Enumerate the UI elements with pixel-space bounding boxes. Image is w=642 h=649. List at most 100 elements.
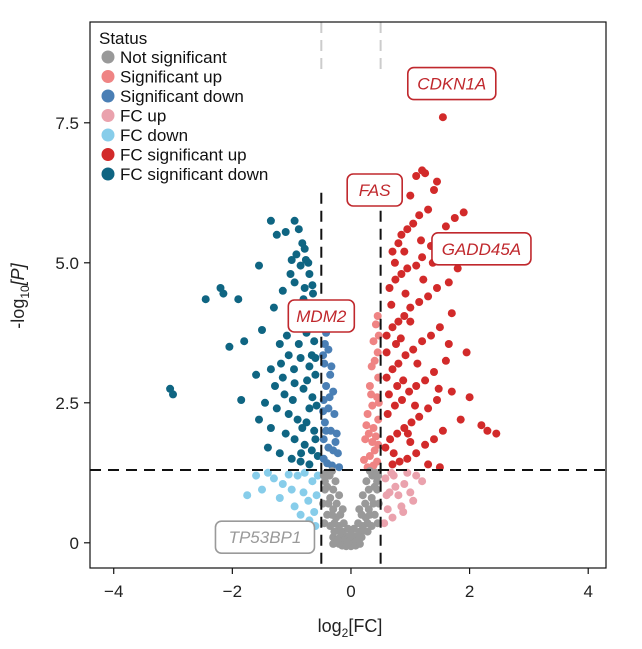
data-point [327,362,336,371]
data-point [290,365,298,374]
legend-entry: Not significant [120,48,227,67]
data-point [406,303,415,312]
data-point [444,278,453,287]
data-point [430,186,438,194]
gene-label-box [431,232,532,266]
data-point [371,320,380,329]
gene-annotations: CDKN1A FAS GADD45A MDM2 TP53BP1 [214,66,532,555]
data-point [409,345,418,354]
data-point [293,415,302,424]
data-point [311,370,320,379]
data-point [308,393,317,402]
data-point [263,443,272,452]
data-point [387,300,396,309]
data-point [362,421,371,430]
data-point [365,452,374,460]
data-point [319,499,328,508]
data-point [483,426,492,435]
plot-background [90,22,606,568]
data-point [331,477,340,486]
data-point [331,438,340,446]
data-point [286,270,295,278]
data-point [310,337,319,346]
points-layer [166,113,501,551]
data-point [287,485,296,494]
x-axis: −4 −2 0 2 4 [104,568,593,601]
data-point [415,211,424,220]
data-point [424,460,433,469]
legend-swatch [101,109,115,122]
data-point [373,348,382,357]
data-point [300,440,309,449]
data-point [406,191,415,200]
data-point [399,508,408,516]
data-point [290,379,299,388]
data-point [328,461,336,470]
data-point [237,396,246,404]
data-point [281,429,290,438]
data-point [380,519,389,528]
legend-swatch [101,70,115,83]
data-point [435,323,444,332]
data-point [325,393,334,402]
data-point [415,412,424,421]
data-point [269,474,278,483]
data-point [421,440,430,449]
data-point [269,303,278,312]
data-point [225,342,234,351]
data-point [394,491,403,500]
data-point [329,485,338,494]
legend-title: Status [99,29,147,48]
data-point [326,370,335,379]
series-fc-up [380,468,427,528]
data-point [303,376,312,385]
data-point [394,239,403,248]
data-point [287,256,296,264]
gene-label-text: GADD45A [442,240,521,259]
data-point [320,485,329,494]
data-point [277,359,285,368]
data-point [430,435,438,444]
data-point [381,443,390,452]
gene-label-text: FAS [359,181,391,200]
data-point [388,460,397,469]
data-point [400,480,409,488]
data-point [417,236,425,245]
data-point [298,424,307,432]
data-point [263,468,272,477]
data-point [394,359,403,368]
data-point [330,410,339,418]
data-point [323,510,332,519]
data-point [396,334,405,343]
data-point [412,382,421,390]
data-point [332,429,341,438]
data-point [294,225,303,234]
data-point [383,505,392,514]
data-point [305,270,314,278]
data-point [421,376,430,385]
data-point [328,467,336,476]
data-point [399,376,408,385]
data-point [424,205,433,214]
data-point [290,216,299,225]
data-point [397,230,406,239]
data-point [401,289,410,298]
data-point [367,390,376,399]
y-axis-label-rest: [P] [8,262,28,286]
data-point [368,438,377,446]
data-point [319,407,328,416]
gene-label-fas: FAS [346,173,403,207]
data-point [456,415,465,424]
data-point [252,370,261,379]
data-point [266,424,275,432]
data-point [234,295,243,304]
legend-entry: FC down [120,126,188,145]
gene-label-box [214,520,316,555]
data-point [421,169,430,178]
data-point [438,426,447,435]
legend-swatch [101,128,115,142]
data-point [355,539,364,548]
data-point [370,510,379,519]
y-axis: 0 2.5 5.0 7.5 [55,114,90,553]
